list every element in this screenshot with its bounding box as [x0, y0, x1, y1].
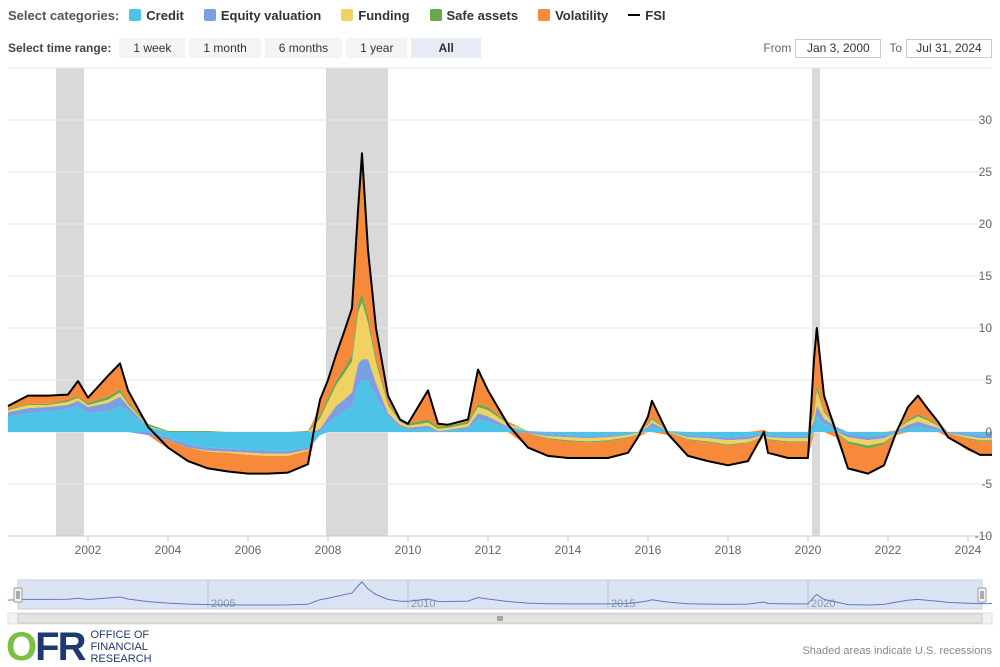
range-all-button[interactable]: All — [411, 38, 481, 58]
legend-title: Select categories: — [8, 7, 120, 23]
to-date-input[interactable] — [906, 38, 992, 58]
recession-bands — [56, 68, 820, 536]
legend-label: Credit — [146, 7, 184, 23]
navigator-tick-label: 2005 — [211, 598, 235, 610]
from-date-input[interactable] — [795, 38, 882, 58]
legend-item-volatility[interactable]: Volatility — [538, 8, 608, 23]
x-tick-label: 2002 — [75, 543, 102, 557]
range-6-months-button[interactable]: 6 months — [264, 38, 343, 58]
credit-swatch-icon — [129, 9, 142, 21]
legend-label: Equity valuation — [220, 7, 322, 23]
x-tick-label: 2024 — [955, 543, 982, 557]
navigator-right-handle[interactable] — [977, 587, 987, 603]
area-equity-valuation-negative — [8, 432, 992, 454]
legend-item-funding[interactable]: Funding — [341, 7, 410, 23]
y-tick-label: -10 — [975, 529, 993, 543]
y-tick-label: 20 — [979, 217, 993, 231]
legend-item-fsi[interactable]: FSI — [628, 7, 666, 23]
recession-footnote: Shaded areas indicate U.S. recessions — [802, 645, 992, 657]
y-tick-label: 25 — [979, 165, 993, 179]
x-tick-label: 2016 — [635, 543, 662, 557]
area-volatility-positive — [8, 153, 992, 433]
navigator-left-handle[interactable] — [13, 587, 23, 603]
logo-line-3: RESEARCH — [90, 653, 152, 665]
range-title: Select time range: — [8, 41, 112, 55]
navigator-window — [17, 579, 983, 610]
range-selector: Select time range: 1 week 1 month 6 mont… — [8, 38, 485, 58]
area-funding-negative — [8, 432, 992, 456]
logo-text: OFFICE OF FINANCIAL RESEARCH — [90, 629, 151, 665]
area-credit-positive — [8, 380, 992, 432]
y-tick-label: 15 — [979, 269, 993, 283]
logo-letter-f: F — [35, 625, 59, 667]
x-tick-label: 2018 — [715, 543, 742, 557]
x-tick-label: 2008 — [315, 543, 342, 557]
equity-swatch-icon — [203, 9, 216, 21]
legend-label: Volatility — [555, 7, 609, 23]
range-1-week-button[interactable]: 1 week — [119, 38, 186, 58]
x-tick-label: 2004 — [155, 543, 182, 557]
logo-line-2: FINANCIAL — [90, 641, 148, 653]
logo-letter-o: O — [6, 625, 37, 667]
y-tick-label: 30 — [979, 113, 993, 127]
funding-swatch-icon — [341, 9, 354, 21]
range-1-month-button[interactable]: 1 month — [189, 38, 261, 58]
y-tick-label: 5 — [985, 373, 992, 387]
ofr-logo: OFR OFFICE OF FINANCIAL RESEARCH — [6, 627, 152, 667]
y-tick-label: 10 — [979, 321, 993, 335]
y-tick-label: -5 — [981, 477, 992, 491]
navigator-tick-label: 2020 — [811, 598, 835, 610]
legend-label: FSI — [645, 7, 666, 23]
safe-assets-swatch-icon — [429, 9, 442, 21]
legend-item-safe-assets[interactable]: Safe assets — [429, 7, 519, 23]
recession-band — [56, 68, 84, 536]
axes: -10 -5 0 5 10 15 20 25 30 2002 2004 2006 2008 2010 201… — [8, 113, 992, 557]
legend-label: Funding — [358, 7, 410, 23]
category-legend: Select categories: Credit Equity valuati… — [8, 6, 686, 24]
recession-band — [812, 68, 820, 536]
x-tick-label: 2006 — [235, 543, 262, 557]
legend-item-credit[interactable]: Credit — [129, 8, 184, 23]
fsi-line-layer — [7, 152, 992, 475]
volatility-swatch-icon — [538, 9, 551, 21]
stacked-areas — [8, 153, 992, 474]
logo-line-1: OFFICE OF — [90, 629, 150, 641]
navigator[interactable]: 2005 2010 2015 2020 — [7, 579, 993, 625]
area-volatility-negative — [8, 432, 992, 474]
logo-letter-r: R — [57, 625, 87, 667]
gridlines — [8, 67, 992, 537]
x-tick-label: 2010 — [395, 543, 422, 557]
fsi-line-icon — [628, 14, 641, 16]
x-tick-label: 2014 — [555, 543, 582, 557]
logo-mark: OFR — [6, 625, 87, 667]
x-tick-label: 2022 — [875, 543, 902, 557]
range-1-year-button[interactable]: 1 year — [346, 38, 408, 58]
x-tick-label: 2012 — [475, 543, 502, 557]
date-range: From To — [755, 38, 992, 58]
from-label: From — [763, 41, 792, 55]
to-label: To — [889, 41, 902, 55]
x-tick-label: 2020 — [795, 543, 822, 557]
fsi-line — [7, 152, 992, 475]
y-tick-label: 0 — [985, 425, 992, 439]
legend-item-equity-valuation[interactable]: Equity valuation — [203, 7, 322, 23]
legend-label: Safe assets — [446, 7, 519, 23]
area-credit-negative — [8, 432, 992, 451]
navigator-tick-label: 2010 — [411, 598, 435, 610]
navigator-series-line — [7, 581, 992, 606]
